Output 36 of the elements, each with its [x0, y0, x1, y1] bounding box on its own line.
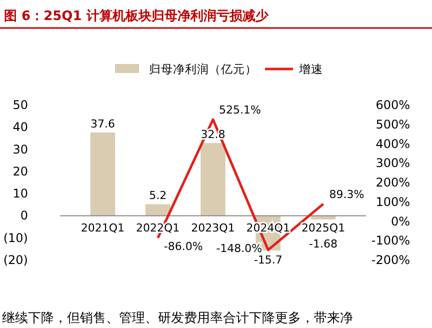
x-tick-label: 2025Q1 [301, 222, 346, 235]
y-tick-label: 20 [12, 164, 28, 178]
legend-label: 归母净利润（亿元） [149, 62, 257, 76]
y-tick-label: 30 [12, 142, 28, 156]
data-label: -86.0% [164, 240, 203, 253]
y-tick-label: 50 [12, 98, 28, 112]
y2-tick-label: 0% [390, 214, 410, 228]
x-tick-label: 2021Q1 [80, 222, 125, 235]
text: 继续下降，但销售、管理、研发费用率合计下降更多，带来净 [2, 310, 353, 326]
data-label: 525.1% [219, 104, 261, 117]
y2-tick-label: 300% [376, 156, 410, 170]
bar [145, 204, 170, 216]
chart-title: 图 6：25Q1 计算机板块归母净利润亏损减少 [4, 8, 270, 24]
y-tick-label: (10) [3, 230, 28, 245]
bar [90, 132, 116, 216]
bar [200, 143, 226, 216]
x-tick-label: 2023Q1 [191, 222, 235, 235]
y-tick-label: (20) [3, 253, 28, 267]
y2-tick-label: 600% [376, 98, 410, 112]
y2-tick-label: -200% [371, 253, 410, 267]
y2-tick-label: -100% [371, 234, 410, 248]
data-label: 37.6 [90, 117, 115, 130]
y-tick-label: 10 [12, 186, 28, 201]
data-label: -15.7 [254, 253, 282, 266]
data-label: 5.2 [149, 189, 167, 202]
y-tick-label: 40 [12, 120, 28, 134]
data-label: 89.3% [329, 188, 364, 201]
y2-tick-label: 500% [376, 117, 410, 132]
bar [310, 216, 336, 220]
data-label: -148.0% [216, 242, 262, 255]
y2-tick-label: 100% [376, 194, 410, 209]
legend-label: 增速 [298, 62, 323, 76]
y2-tick-label: 200% [376, 176, 410, 190]
y2-tick-label: 400% [376, 136, 410, 151]
y-tick-label: 0 [20, 208, 28, 223]
data-label: -1.68 [309, 238, 338, 251]
